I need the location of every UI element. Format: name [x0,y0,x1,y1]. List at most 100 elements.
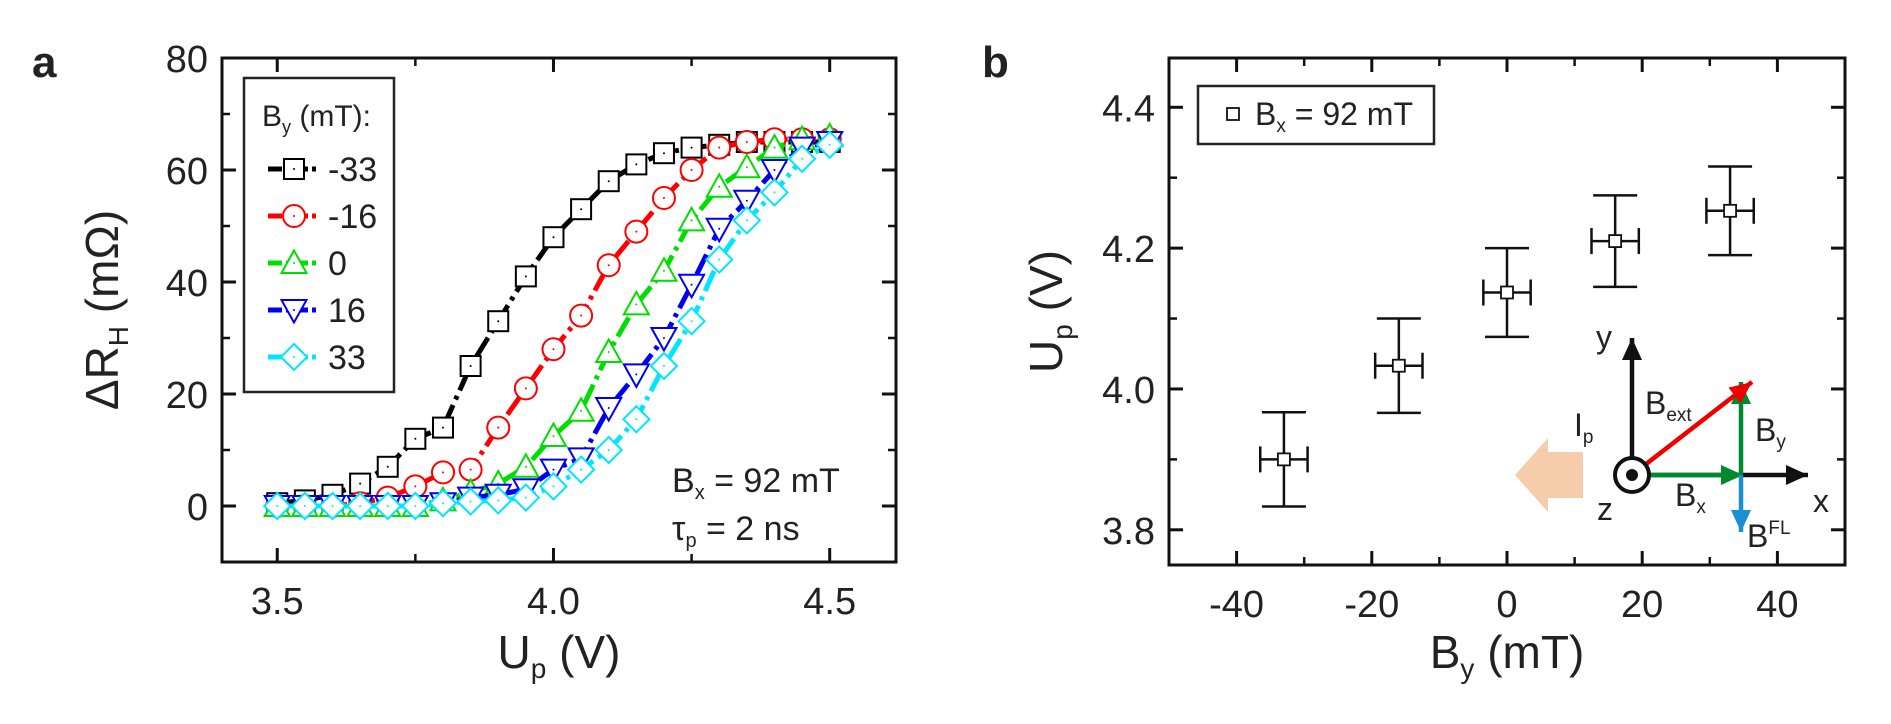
b-point-0 [1277,452,1291,467]
a-point-0-17-dot [745,166,748,169]
a-legend-label-16: 16 [328,292,366,330]
a-point-0-10 [539,421,568,447]
b-inset-bext-label: Bext [1645,385,1692,426]
a-point-33-20-dot [828,143,831,146]
b-inset-bfl-label: BFL [1747,518,1791,554]
b-point-4 [1723,203,1737,218]
a-point-33-0-dot [276,505,279,507]
a-point-33-15-dot [690,320,693,323]
a-legend-label--33: -33 [328,151,377,189]
a-legend-marker-33-dot [293,356,295,358]
a-point--33-13-dot [635,163,638,166]
b-ytick-label: 4.2 [1102,229,1155,271]
a-annotation-bx: Bx = 92 mT [672,462,840,504]
a-point--33-7-dot [469,365,472,367]
a-point-33-12-dot [607,449,610,451]
a-point--16-14-dot [662,197,665,199]
a-legend-label-0: 0 [328,245,347,283]
a-point--16-9-dot [524,387,527,390]
a-point-33-4-dot [386,505,389,507]
a-point-16-15-dot [690,283,693,286]
a-point--16-10-dot [552,348,555,351]
b-inset-x-label: x [1813,483,1829,519]
a-point-0-10-dot [552,435,555,437]
a-point-33-18-dot [773,191,776,194]
b-ytick-label: 4.0 [1102,370,1155,412]
a-point--16-17-dot [745,141,748,143]
a-point-33-1-dot [303,505,306,507]
b-inset-current-arrow [1515,438,1583,512]
a-point-0-13-dot [635,303,638,306]
a-point-33-19-dot [801,157,804,160]
chart-a: 3.5 4.0 4.5 0 20 40 60 80 Up (V) ΔRH (mΩ) By (mT):… [76,39,898,684]
a-point-0-11-dot [580,409,583,412]
a-legend-marker-16-dot [293,309,295,311]
a-point-16-16-dot [718,227,721,230]
b-inset-bfl-arrow-head [1731,510,1751,532]
b-inset-z-label: z [1597,491,1613,527]
a-point-0-11 [566,396,596,422]
a-point-16-18 [760,159,789,185]
a-point-0-12-dot [607,351,610,353]
b-inset-y-label: y [1596,319,1612,355]
b-legend-marker [1226,107,1240,121]
b-ylabel: Up (V) [1020,250,1078,373]
a-point-0-15 [677,205,706,232]
a-point-16-10 [539,458,568,485]
b-point-3 [1608,234,1623,248]
a-xlabel: Up (V) [498,626,621,684]
a-point-33-14-dot [662,365,665,367]
b-xlabel: By (mT) [1430,626,1585,684]
a-point-16-17-dot [745,199,748,202]
a-point-33-16-dot [718,258,721,261]
a-point--16-7-dot [469,468,472,471]
a-point-0-9 [511,452,541,478]
b-inset-bext-arrow-head [1728,382,1752,404]
a-point--16-12-dot [607,264,610,267]
a-point--33-3-dot [359,482,362,485]
b-point-1 [1391,358,1406,373]
a-legend-box [242,76,396,394]
b-point-2 [1500,285,1514,300]
a-point--16-6-dot [441,471,444,474]
b-inset-bx-arrow-head [1721,465,1743,485]
b-inset-x-axis-head [1786,465,1808,485]
a-legend-marker-0 [279,248,309,274]
b-ytick-label: 3.8 [1102,511,1155,553]
a-point-0-12 [594,337,623,363]
a-point--33-10-dot [552,236,555,239]
a-point--33-12-dot [607,180,610,183]
a-point-33-6-dot [441,502,444,505]
a-point-0-13 [622,289,651,316]
a-legend-marker-0-dot [293,262,295,264]
a-xtick-label: 3.5 [251,581,304,623]
a-point-33-3-dot [359,505,362,507]
a-legend-marker--33-dot [293,168,295,170]
panel-label-b: b [982,38,1009,87]
a-point--33-8-dot [497,320,500,323]
a-point--33-11-dot [580,208,583,211]
a-point--33-9-dot [524,275,527,278]
a-point-0-15-dot [690,219,693,222]
a-point-16-13 [622,363,651,389]
a-point-0-16-dot [718,185,721,188]
a-point-0-14-dot [662,269,665,272]
a-point-33-5-dot [414,505,417,507]
b-xtick-label: 20 [1621,584,1663,626]
a-ytick-label: 60 [166,151,208,193]
b-inset-by-label: By [1755,412,1786,453]
a-point--16-16-dot [718,146,721,149]
chart-b: -40 -20 0 20 40 3.8 4.0 4.2 4.4 By (mT) Up (V) Bx =… [1020,56,1847,684]
a-point-16-14-dot [662,337,665,339]
a-point-33-13-dot [635,418,638,421]
a-point--33-5-dot [414,437,417,440]
b-inset-bext-arrow [1630,380,1754,477]
a-ytick-label: 20 [166,375,208,417]
a-point-16-12 [594,397,623,423]
a-point-33-17-dot [745,219,748,222]
a-ytick-label: 0 [187,487,208,529]
b-xtick-label: 40 [1756,584,1798,626]
a-point-0-17 [732,152,762,179]
b-ytick-label: 4.4 [1102,88,1155,130]
b-inset-current-label: Ip [1574,407,1593,448]
